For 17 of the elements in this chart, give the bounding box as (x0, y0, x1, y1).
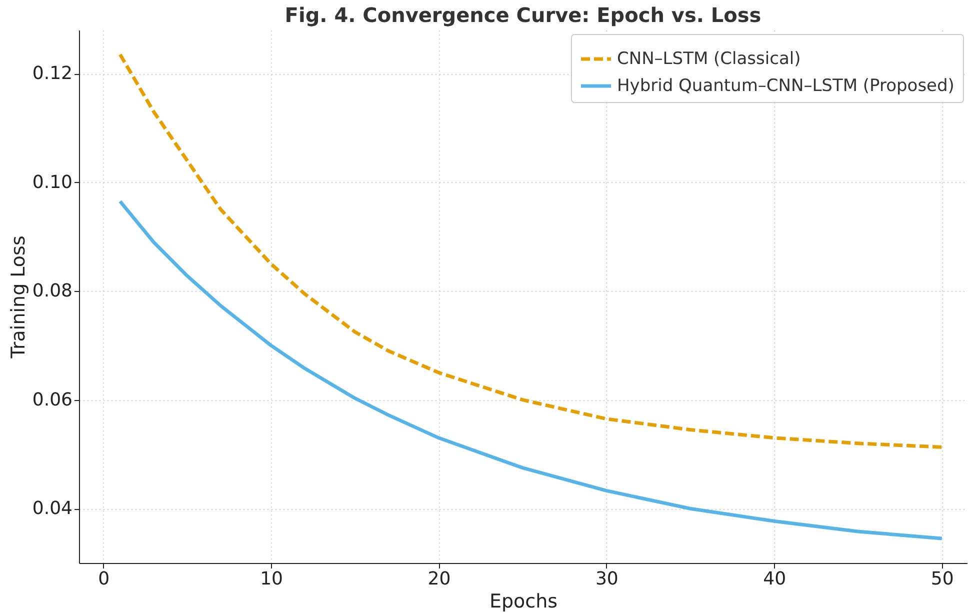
x-tick-label: 20 (428, 568, 451, 590)
x-tick-label: 10 (260, 568, 283, 590)
y-tick-label: 0.12 (32, 63, 72, 84)
x-tick-label: 0 (98, 568, 110, 590)
y-axis-title: Training Loss (7, 236, 30, 360)
chart-title: Fig. 4. Convergence Curve: Epoch vs. Loss (284, 3, 762, 27)
x-tick-label: 40 (763, 568, 786, 590)
x-tick-label: 50 (930, 568, 954, 590)
y-tick-label: 0.10 (32, 172, 72, 193)
y-tick-label: 0.06 (32, 389, 72, 410)
legend-label: CNN–LSTM (Classical) (617, 49, 801, 69)
x-axis-title: Epochs (489, 590, 558, 612)
line-series (118, 200, 944, 540)
y-tick-label: 0.08 (32, 280, 72, 302)
x-tick-label: 30 (595, 568, 618, 590)
y-tick-label: 0.04 (32, 498, 72, 520)
legend-label: Hybrid Quantum–CNN–LSTM (Proposed) (617, 76, 954, 96)
